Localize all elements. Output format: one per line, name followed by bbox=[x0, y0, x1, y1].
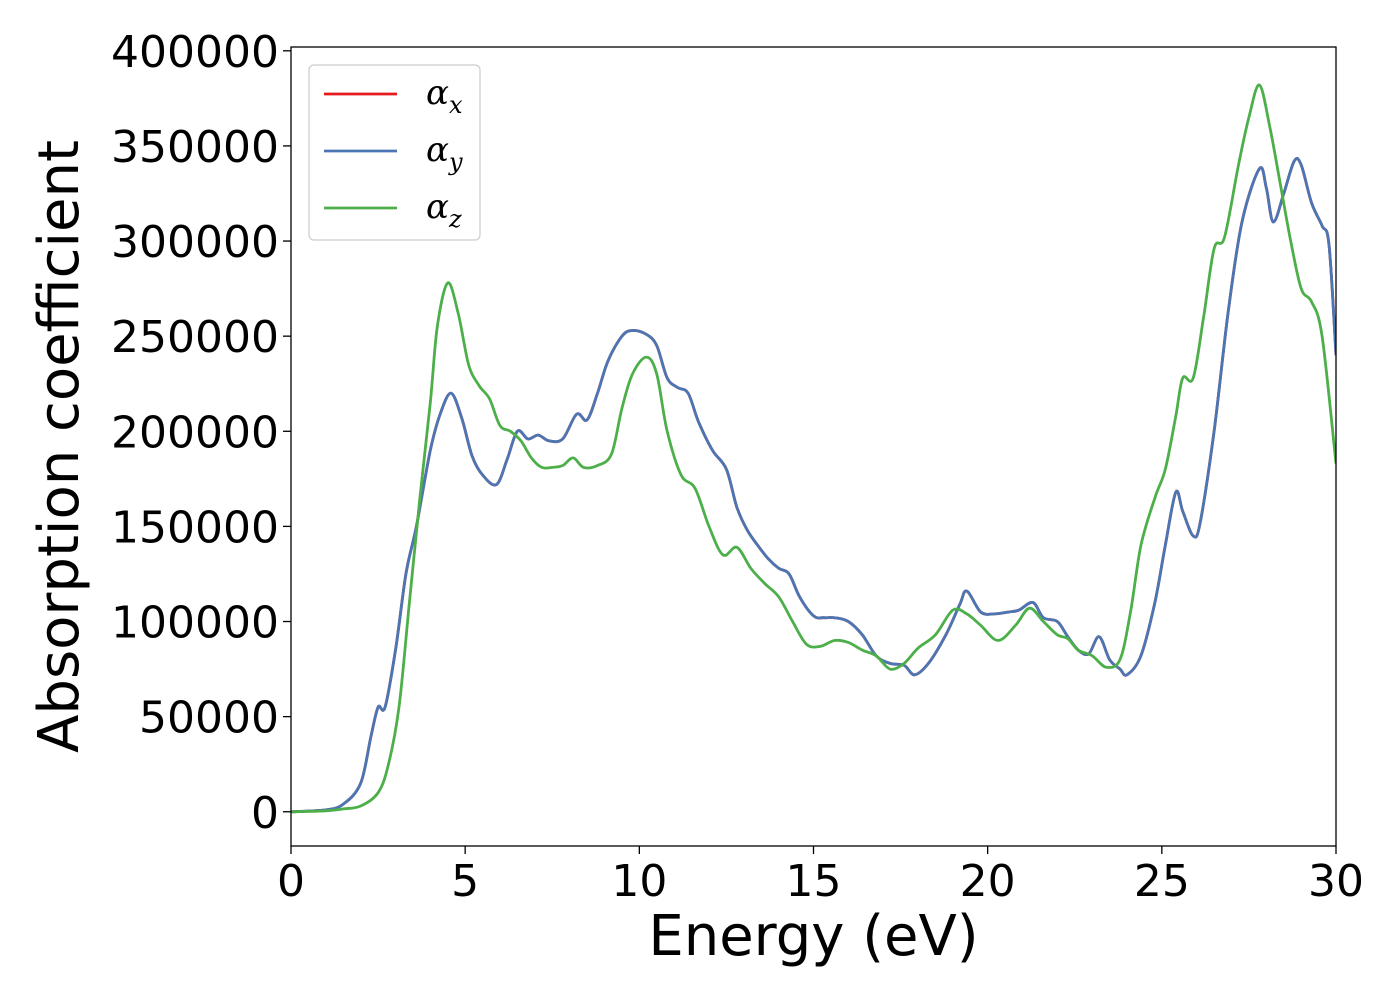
legend-label-x: αx bbox=[426, 73, 463, 119]
y-tick-label: 350000 bbox=[111, 122, 279, 173]
y-tick-label: 400000 bbox=[111, 27, 279, 78]
legend-box bbox=[308, 64, 481, 241]
y-tick-label: 250000 bbox=[111, 312, 279, 363]
x-tick-label: 0 bbox=[277, 856, 305, 907]
y-tick-label: 50000 bbox=[139, 693, 279, 744]
x-tick-label: 15 bbox=[786, 856, 842, 907]
series-line-y bbox=[291, 157, 1336, 814]
x-tick-label: 20 bbox=[960, 856, 1016, 907]
x-tick-label: 5 bbox=[451, 856, 479, 907]
legend: αx αy αz bbox=[308, 64, 481, 241]
legend-label-y: αy bbox=[426, 130, 463, 176]
y-tick-label: 150000 bbox=[111, 502, 279, 553]
y-tick-label: 100000 bbox=[111, 598, 279, 649]
y-axis-label: Absorption coefficient bbox=[27, 140, 92, 753]
x-tick-label: 10 bbox=[611, 856, 667, 907]
y-tick-label: 0 bbox=[251, 788, 279, 839]
series-line-z bbox=[291, 83, 1336, 814]
plot-lines bbox=[291, 83, 1336, 814]
y-axis-ticks: 0 50000 100000 150000 200000 250000 300000 3500… bbox=[111, 27, 291, 839]
y-tick-label: 300000 bbox=[111, 217, 279, 268]
x-tick-label: 30 bbox=[1308, 856, 1364, 907]
legend-label-z: αz bbox=[426, 187, 462, 233]
x-tick-label: 25 bbox=[1134, 856, 1190, 907]
x-axis-ticks: 0 5 10 15 20 25 30 bbox=[277, 846, 1364, 907]
y-tick-label: 200000 bbox=[111, 407, 279, 458]
x-axis-label: Energy (eV) bbox=[648, 904, 978, 969]
